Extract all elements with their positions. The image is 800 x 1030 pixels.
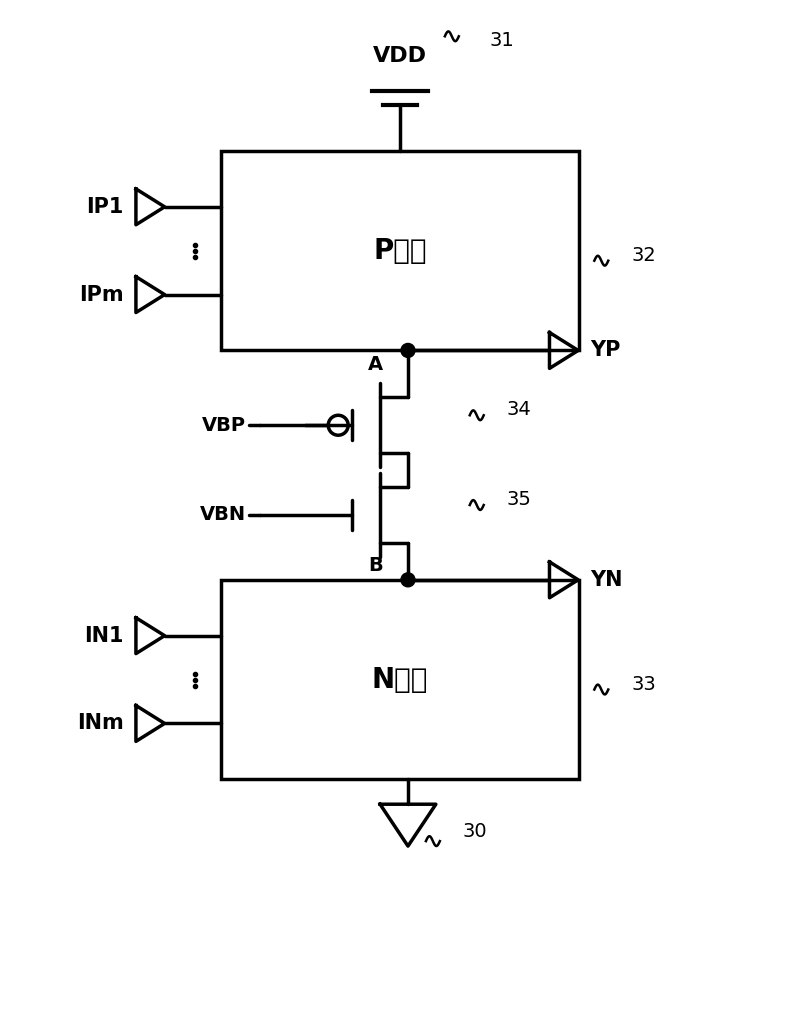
Text: IPm: IPm (79, 284, 124, 305)
Text: A: A (368, 355, 383, 375)
Text: 34: 34 (506, 401, 531, 419)
Bar (221, 580, 579, 780)
Text: IN1: IN1 (85, 625, 124, 646)
Text: YN: YN (590, 570, 622, 590)
Text: IP1: IP1 (86, 197, 124, 217)
Text: VDD: VDD (373, 46, 427, 66)
Circle shape (401, 573, 415, 587)
Text: 33: 33 (631, 675, 656, 693)
Text: 32: 32 (631, 246, 656, 265)
Text: YP: YP (590, 341, 621, 360)
Text: VBN: VBN (199, 506, 246, 524)
Text: B: B (368, 556, 383, 575)
Text: 30: 30 (462, 822, 487, 842)
Text: P网络: P网络 (374, 237, 426, 265)
Text: N网络: N网络 (372, 665, 428, 693)
Text: 31: 31 (490, 31, 514, 50)
Bar (221, 151, 579, 350)
Text: VBP: VBP (202, 416, 246, 435)
Text: INm: INm (78, 714, 124, 733)
Text: 35: 35 (506, 490, 531, 509)
Circle shape (401, 343, 415, 357)
